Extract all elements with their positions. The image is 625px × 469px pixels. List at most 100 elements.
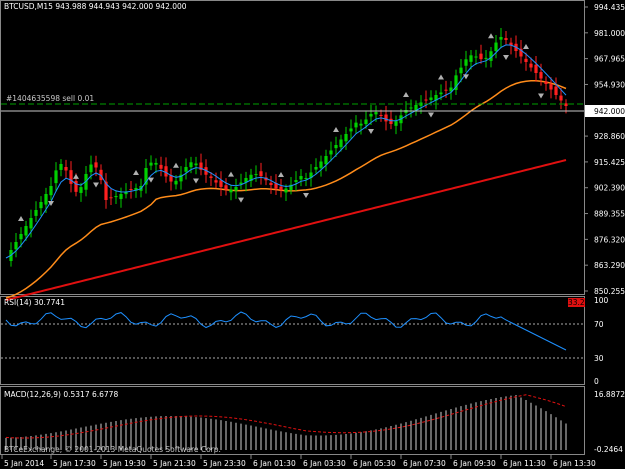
rsi-corner-label: 33.267 [568,298,594,307]
candle-body [179,174,183,182]
candle-body [504,38,508,40]
candle-body [49,186,53,196]
fractal-arrow [148,177,154,183]
candle-body [304,178,308,180]
time-tick-label: 6 Jan 11:30 [503,459,546,468]
candle-body [349,128,353,132]
rsi-tick-70: 70 [594,320,604,329]
rsi-tick-100: 100 [594,296,609,305]
current-price-tag [585,105,625,117]
candle-body [364,119,368,125]
fractal-arrow [403,92,409,97]
candle-body [354,122,358,128]
candle-body [264,177,268,181]
rsi-panel-frame [0,296,585,385]
candle-body [554,86,558,95]
candle-body [559,95,563,101]
candle-body [239,182,243,185]
price-tick-label: 876.320 [594,235,625,244]
price-tick-label: 850.255 [594,287,625,296]
candle-body [494,42,498,51]
candle-body [109,197,113,199]
rsi-tick-0: 0 [594,377,599,386]
candle-body [114,196,118,198]
time-tick-label: 6 Jan 09:30 [453,459,496,468]
candle-body [359,123,363,126]
candle-body [519,48,523,57]
fractal-arrow [93,182,99,188]
fractal-arrow [503,55,509,60]
ma-fast-line [5,44,567,259]
candle-body [474,56,478,58]
candle-body [89,164,93,173]
candle-body [249,174,253,181]
candle-body [509,42,513,46]
candle-body [279,186,283,190]
candle-body [159,164,163,169]
candle-body [149,162,153,166]
candle-body [154,162,158,165]
candle-body [274,183,278,189]
ma-slow-line [5,159,567,301]
macd-panel-frame [0,386,585,455]
candle-body [534,64,538,73]
candle-body [194,163,198,166]
fractal-arrow [133,170,139,175]
candle-body [434,95,438,101]
candle-body [499,37,503,40]
candle-body [134,188,138,191]
candle-body [79,187,83,193]
candle-body [39,202,43,209]
candle-body [549,84,553,90]
candle-body [394,121,398,126]
candle-body [489,51,493,61]
current-price-label: 942.000 [594,107,625,116]
time-tick-label: 5 Jan 19:30 [103,459,146,468]
candle-body [59,164,63,170]
candle-body [224,185,228,190]
price-tick-label: 863.290 [594,261,625,270]
fractal-arrow [463,74,469,80]
rsi-corner-tag [568,298,585,307]
candle-body [184,166,188,172]
candle-body [424,99,428,101]
time-tick-label: 5 Jan 2014 [4,459,44,468]
candle-body [129,189,133,191]
time-tick-label: 6 Jan 13:30 [553,459,596,468]
candle-body [329,150,333,155]
candle-body [164,166,168,177]
fractal-arrow [303,193,309,198]
candle-body [94,162,98,168]
candle-body [339,139,343,148]
candle-body [214,180,218,183]
candle-body [189,162,193,168]
rsi-title: RSI(14) 30.7741 [4,298,65,307]
candle-body [369,113,373,117]
candle-body [324,156,328,165]
time-tick-label: 5 Jan 21:30 [153,459,196,468]
price-tick-label: 994.435 [594,3,625,12]
time-tick-label: 5 Jan 23:30 [203,459,246,468]
fractal-arrow [173,162,179,168]
candle-body [104,181,108,200]
candle-body [429,97,433,100]
candle-body [529,63,533,68]
main-chart-frame [0,0,585,295]
candle-body [409,107,413,109]
candle-body [444,89,448,91]
rsi-line [5,311,567,351]
fractal-arrow [438,74,444,80]
candle-body [284,188,288,193]
price-tick-label: 928.860 [594,132,625,141]
candle-body [454,75,458,90]
symbol-header: BTCUSD,M15 943.988 944.943 942.000 942.0… [4,2,187,11]
order-label: #1404635598 sell 0.01 [6,94,94,103]
fractal-arrow [488,33,494,39]
time-tick-label: 6 Jan 07:30 [403,459,446,468]
candle-body [539,72,543,79]
candle-body [479,53,483,60]
price-tick-label: 915.425 [594,158,625,167]
candle-body [484,57,488,59]
candle-body [24,226,28,236]
